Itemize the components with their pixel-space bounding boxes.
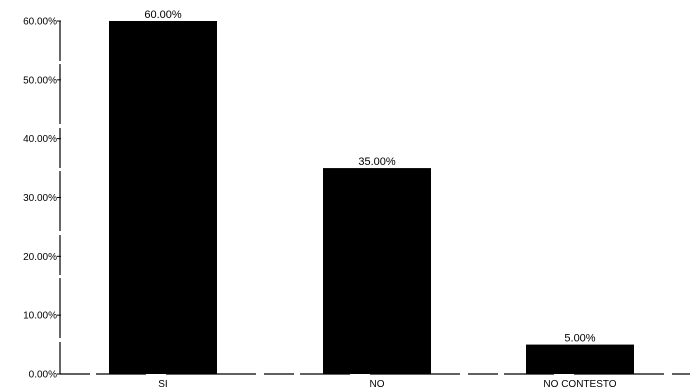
y-tick-label: 60.00% <box>23 17 57 28</box>
y-axis-ticks: 0.00% 10.00% 20.00% 30.00% 40.00% 50.00% 60.00… <box>23 17 61 381</box>
bar-value-label: 60.00% <box>144 9 182 21</box>
category-label: NO <box>370 379 385 390</box>
bar <box>526 344 634 374</box>
data-labels: 60.00% 35.00% 5.00% <box>144 9 595 345</box>
y-tick-label: 50.00% <box>23 75 57 86</box>
y-tick-label: 0.00% <box>29 370 57 381</box>
bar <box>323 168 431 374</box>
bars <box>109 21 634 374</box>
bar-value-label: 5.00% <box>564 333 595 345</box>
bar-value-label: 35.00% <box>358 156 396 168</box>
bar <box>109 21 217 374</box>
y-tick-label: 40.00% <box>23 134 57 145</box>
y-tick-label: 10.00% <box>23 311 57 322</box>
category-label: SI <box>158 379 167 390</box>
y-tick-label: 30.00% <box>23 193 57 204</box>
category-labels: SI NO NO CONTESTO <box>158 379 617 390</box>
y-tick-label: 20.00% <box>23 252 57 263</box>
category-label: NO CONTESTO <box>543 379 616 390</box>
